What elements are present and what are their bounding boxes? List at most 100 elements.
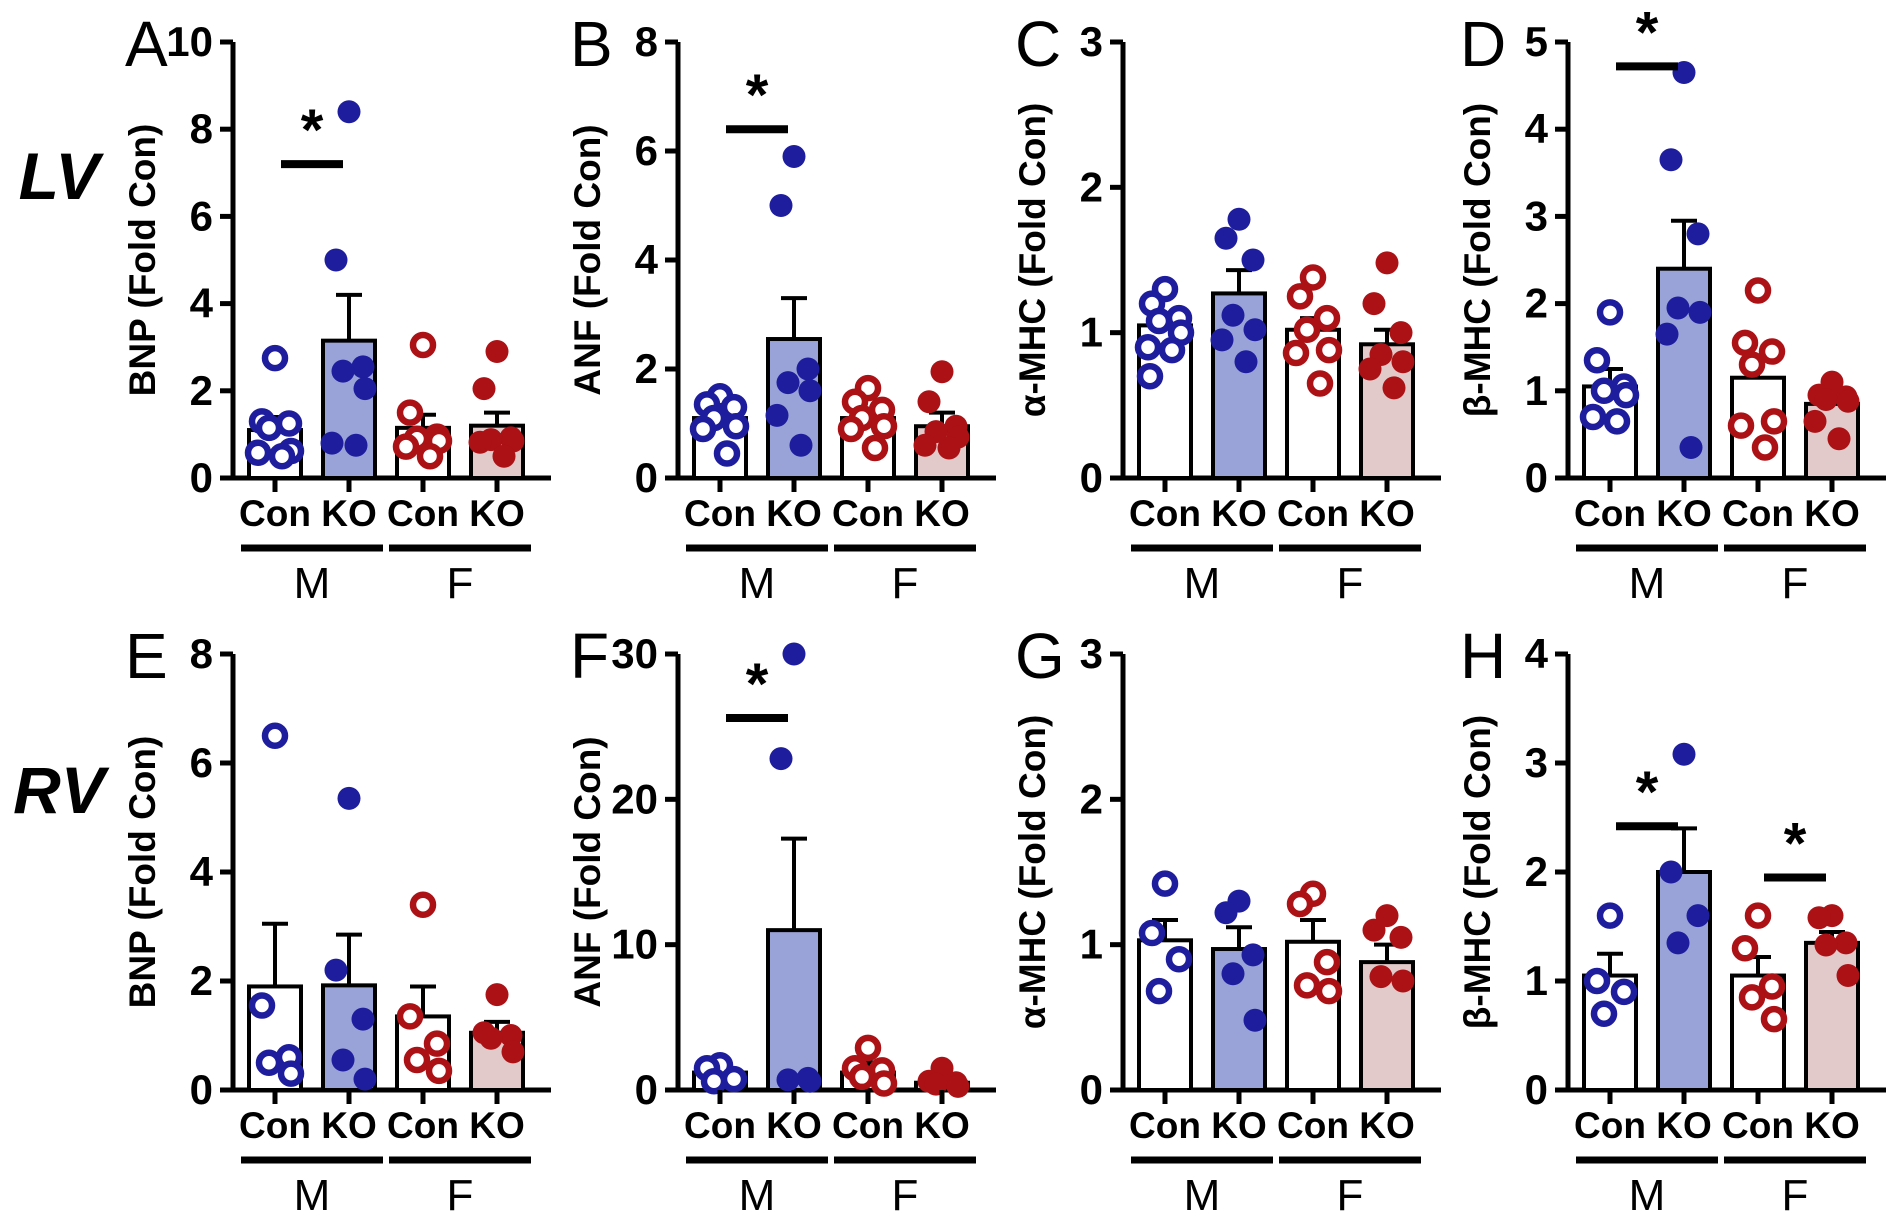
data-point [1655, 322, 1679, 346]
data-point [798, 1069, 822, 1093]
significance-asterisk: * [301, 98, 324, 163]
y-tick-label: 2 [1080, 163, 1103, 210]
data-point [1375, 251, 1399, 275]
y-tick-label: 3 [1525, 192, 1548, 239]
data-point [1221, 962, 1245, 986]
y-axis-label: α-MHC (Fold Con) [1012, 715, 1053, 1030]
data-point [1313, 948, 1341, 976]
y-tick-label: 2 [1080, 775, 1103, 822]
data-point [1158, 336, 1186, 364]
data-point [255, 1049, 283, 1076]
data-point [1315, 336, 1343, 364]
data-point [798, 379, 822, 403]
data-point [1313, 304, 1341, 332]
data-point [1362, 918, 1386, 942]
data-point [1836, 389, 1860, 413]
x-category-label: Con [1722, 1105, 1794, 1146]
data-point [700, 1068, 728, 1095]
sex-group-label: F [447, 559, 474, 608]
y-tick-label: 4 [1525, 105, 1549, 152]
y-tick-label: 4 [635, 236, 659, 283]
data-point [1299, 264, 1327, 291]
y-tick-label: 0 [1080, 454, 1103, 501]
y-axis-label: BNP (Fold Con) [122, 736, 163, 1009]
data-point [782, 642, 806, 666]
data-point [782, 144, 806, 168]
data-point [848, 1063, 876, 1091]
panel-a: A BNP (Fold Con) 0 2 4 6 8 10 Con KO Con KO M F * [115, 0, 560, 612]
data-point [1214, 901, 1238, 925]
data-point [268, 442, 296, 470]
x-category-label: KO [1359, 493, 1415, 534]
y-tick-label: 4 [1525, 630, 1549, 677]
significance-asterisk: * [1636, 760, 1659, 825]
data-point [1686, 222, 1710, 246]
y-tick-label: 10 [166, 18, 213, 65]
significance-asterisk: * [746, 63, 769, 128]
data-point [1834, 931, 1858, 955]
y-axis-label: ANF (Fold Con) [567, 736, 608, 1007]
x-category-label: KO [321, 1105, 377, 1146]
data-point [1758, 338, 1786, 365]
data-point [722, 412, 750, 440]
x-category-label: Con [239, 493, 311, 534]
x-category-label: Con [684, 1105, 756, 1146]
data-point [769, 194, 793, 217]
data-point [261, 344, 289, 372]
data-point [796, 357, 820, 381]
data-point [1243, 318, 1267, 342]
x-category-label: KO [469, 493, 525, 534]
data-point [1306, 370, 1334, 397]
y-tick-label: 0 [190, 1066, 213, 1113]
data-point [244, 439, 272, 466]
x-category-label: Con [1129, 493, 1201, 534]
data-point [1596, 299, 1624, 326]
x-category-label: Con [387, 493, 459, 534]
x-category-label: KO [1804, 493, 1860, 534]
y-tick-label: 1 [1080, 921, 1103, 968]
y-tick-label: 0 [635, 454, 658, 501]
data-point [468, 430, 492, 454]
x-category-label: Con [1129, 1105, 1201, 1146]
y-tick-label: 0 [1525, 454, 1548, 501]
data-point [1214, 226, 1238, 250]
data-point [776, 1068, 800, 1092]
bar-ko-m [1656, 870, 1712, 1092]
x-category-label: KO [766, 493, 822, 534]
y-tick-label: 20 [611, 775, 658, 822]
row-label-rv: RV [13, 753, 105, 827]
y-tick-label: 3 [1080, 630, 1103, 677]
y-tick-label: 0 [190, 454, 213, 501]
sex-group-label: M [739, 1171, 776, 1220]
data-point [1286, 890, 1314, 918]
data-point [870, 412, 898, 440]
data-point [1227, 207, 1251, 231]
data-point [1389, 321, 1413, 345]
panel-letter: E [125, 620, 168, 692]
data-point [1727, 412, 1755, 439]
data-point [713, 440, 741, 467]
y-tick-label: 3 [1525, 739, 1548, 786]
data-point [1145, 307, 1173, 335]
data-point [392, 433, 420, 460]
data-point [344, 433, 368, 457]
data-point [924, 1072, 948, 1096]
data-point [492, 444, 516, 468]
data-point [1362, 292, 1386, 316]
data-point [1666, 296, 1690, 320]
data-point [1243, 1008, 1267, 1032]
data-point [320, 431, 344, 455]
data-point [1751, 434, 1779, 461]
data-point [396, 399, 424, 426]
panel-letter: H [1460, 620, 1506, 692]
x-category-label: Con [387, 1105, 459, 1146]
data-point [930, 360, 954, 384]
data-point [331, 359, 355, 383]
y-tick-label: 8 [190, 630, 213, 677]
sex-group-label: M [1629, 1171, 1666, 1220]
